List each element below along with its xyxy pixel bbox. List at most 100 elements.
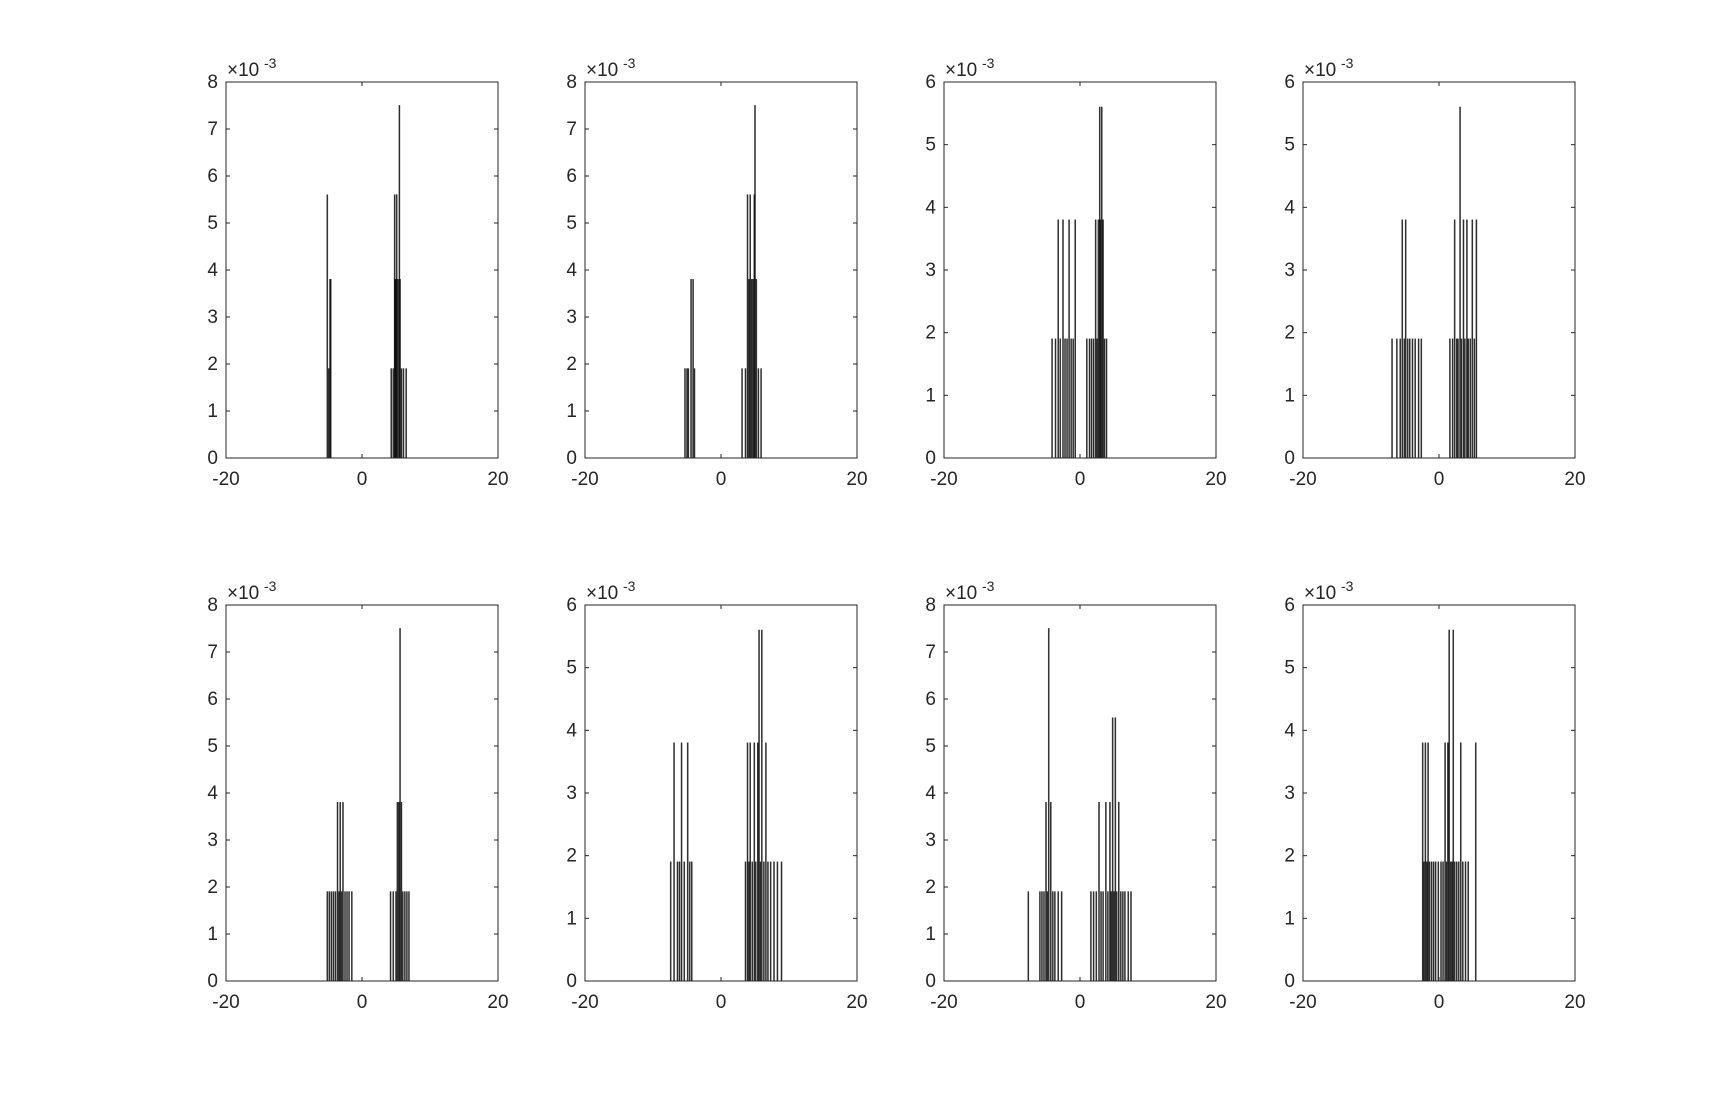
x-tick-label: 0 — [1434, 469, 1445, 490]
histogram-bar — [1117, 802, 1120, 982]
histogram-bar — [749, 194, 752, 459]
histogram-bar — [1124, 891, 1126, 982]
y-tick-label: 6 — [925, 689, 936, 710]
y-exponent-power: -3 — [264, 578, 277, 594]
histogram-bar — [755, 279, 758, 459]
histogram-bar — [1455, 338, 1458, 459]
histogram-bar — [400, 802, 403, 982]
y-tick-label: 1 — [1284, 385, 1295, 406]
histogram-bar — [1411, 338, 1414, 459]
histogram-bar — [1041, 891, 1043, 982]
histogram-bar — [1467, 861, 1469, 982]
histogram-bar — [395, 194, 398, 459]
histogram-bar — [1111, 717, 1114, 982]
histogram-bar — [1437, 861, 1440, 982]
histogram-bar — [1473, 338, 1476, 459]
histogram-bar — [1072, 338, 1074, 459]
histogram-bar — [1430, 861, 1433, 982]
histogram-bar — [389, 891, 392, 982]
y-tick-label: 0 — [207, 448, 218, 469]
y-tick-label: 0 — [1284, 448, 1295, 469]
histogram-bar — [1451, 861, 1453, 982]
histogram-bar — [1447, 742, 1449, 982]
y-exponent-label: ×10 — [945, 60, 977, 81]
histogram-bar — [340, 891, 343, 982]
histogram-bar — [744, 368, 747, 459]
y-tick-label: 2 — [566, 846, 577, 867]
histogram-bar — [1453, 861, 1456, 982]
histogram-bar — [758, 629, 760, 982]
y-tick-label: 3 — [1284, 783, 1295, 804]
histogram-bar — [1403, 338, 1406, 459]
histogram-bar — [1103, 338, 1106, 459]
histogram-bar — [1462, 861, 1464, 982]
histogram-bar — [1059, 338, 1062, 459]
histogram-bar — [1448, 629, 1450, 982]
histogram-bar — [1102, 219, 1104, 459]
histogram-bar — [749, 742, 752, 982]
histogram-bar — [348, 891, 350, 982]
histogram-bar — [332, 891, 335, 982]
histogram-bar — [1105, 338, 1108, 459]
histogram-bar — [1043, 891, 1045, 982]
histogram-bar — [351, 891, 353, 982]
histogram-bar — [1457, 861, 1460, 982]
axes-box — [943, 604, 1217, 982]
histogram-bar — [399, 279, 401, 459]
histogram-bar — [686, 368, 688, 459]
x-tick-label: -20 — [212, 469, 239, 490]
axes-box — [225, 604, 499, 982]
histogram-bar — [1471, 219, 1474, 459]
y-tick-label: 2 — [925, 323, 936, 344]
histogram-bar — [328, 891, 331, 982]
histogram-bar — [744, 861, 747, 982]
y-tick-label: 5 — [566, 658, 577, 679]
x-tick-label: 0 — [716, 992, 727, 1013]
histogram-bar — [1406, 338, 1409, 459]
histogram-bar — [1420, 338, 1423, 459]
axes-box — [225, 81, 499, 459]
x-tick-label: 20 — [846, 469, 867, 490]
y-exponent-power: -3 — [623, 578, 636, 594]
y-tick-label: 1 — [925, 924, 936, 945]
histogram-bar — [754, 105, 756, 459]
histogram-bar — [692, 279, 694, 459]
x-tick-label: 0 — [1434, 992, 1445, 1013]
histogram-bar — [400, 368, 403, 459]
histogram-bar — [746, 742, 749, 982]
histogram-bar — [688, 861, 691, 982]
y-tick-label: 0 — [566, 448, 577, 469]
histogram-bar — [1066, 338, 1068, 459]
histogram-bar — [748, 279, 750, 459]
y-tick-label: 8 — [566, 72, 577, 93]
histogram-bar — [1090, 891, 1092, 982]
histogram-bar — [1052, 891, 1054, 982]
histogram-bar — [392, 891, 395, 982]
y-tick-label: 5 — [1284, 658, 1295, 679]
y-tick-label: 1 — [566, 908, 577, 929]
y-exponent-power: -3 — [1341, 55, 1354, 71]
histogram-bar — [1445, 861, 1448, 982]
histogram-bar — [1051, 338, 1053, 459]
y-tick-label: 3 — [207, 830, 218, 851]
histogram-bar — [1428, 861, 1431, 982]
y-tick-label: 7 — [925, 642, 936, 663]
y-exponent-label: ×10 — [1304, 60, 1336, 81]
y-exponent-label: ×10 — [227, 583, 259, 604]
histogram-bar — [1099, 219, 1102, 459]
y-tick-label: 6 — [207, 166, 218, 187]
histogram-bar — [1115, 891, 1118, 982]
y-tick-label: 1 — [1284, 908, 1295, 929]
x-tick-label: 20 — [1564, 469, 1585, 490]
y-tick-label: 1 — [925, 385, 936, 406]
y-exponent-power: -3 — [264, 55, 277, 71]
histogram-bar — [408, 891, 410, 982]
histogram-bar — [1045, 802, 1047, 982]
histogram-bar — [1090, 338, 1093, 459]
histogram-bar — [1122, 891, 1124, 982]
y-exponent-power: -3 — [982, 55, 995, 71]
